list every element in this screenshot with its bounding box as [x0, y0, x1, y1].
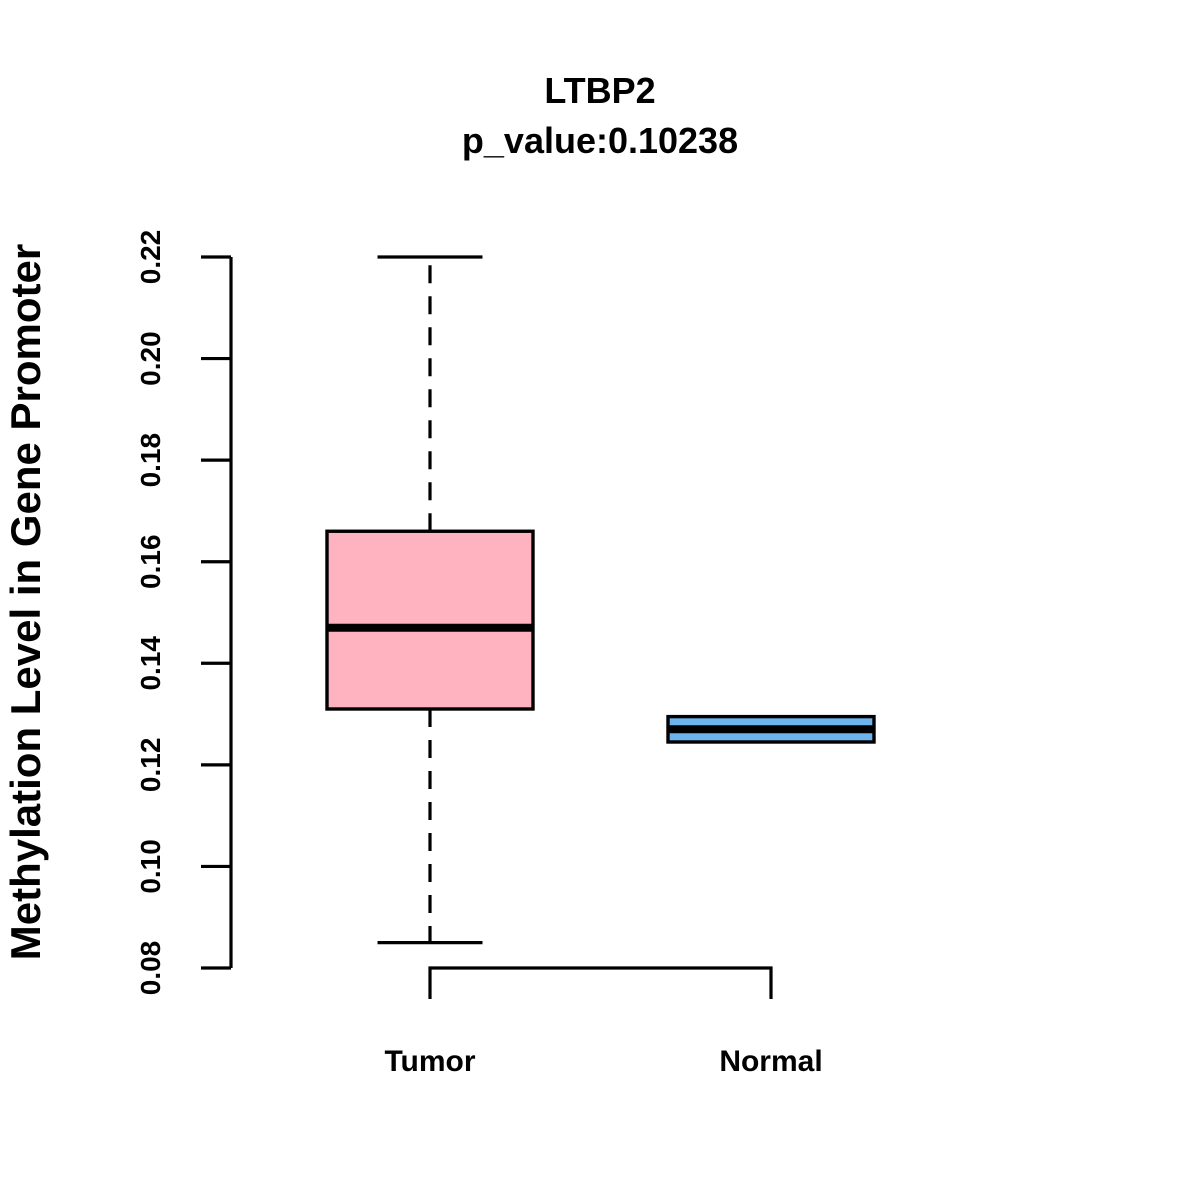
box-series — [325, 255, 876, 945]
x-axis — [428, 966, 773, 999]
y-tick-label: 0.22 — [135, 230, 166, 285]
chart-title: LTBP2 — [544, 70, 655, 111]
x-category-label-normal: Normal — [719, 1045, 822, 1078]
y-tick-label: 0.14 — [135, 636, 166, 691]
y-tick-label: 0.08 — [135, 941, 166, 996]
y-tick-label: 0.12 — [135, 738, 166, 793]
y-tick-label: 0.20 — [135, 331, 166, 386]
boxplot-tumor — [325, 255, 535, 945]
boxplot-normal — [666, 714, 876, 744]
y-axis-title: Methylation Level in Gene Promoter — [2, 244, 49, 960]
iqr-box — [325, 529, 535, 711]
x-axis-labels: Tumor Normal — [384, 1045, 822, 1078]
y-tick-label: 0.10 — [135, 839, 166, 894]
x-category-label-tumor: Tumor — [384, 1045, 475, 1078]
y-tick-label: 0.16 — [135, 534, 166, 589]
y-axis: 0.08 0.10 0.12 0.14 0.16 0.18 0.20 0.22 — [135, 230, 233, 996]
x-axis-line — [428, 966, 773, 999]
y-tick-label: 0.18 — [135, 433, 166, 488]
chart-subtitle: p_value:0.10238 — [462, 120, 738, 161]
